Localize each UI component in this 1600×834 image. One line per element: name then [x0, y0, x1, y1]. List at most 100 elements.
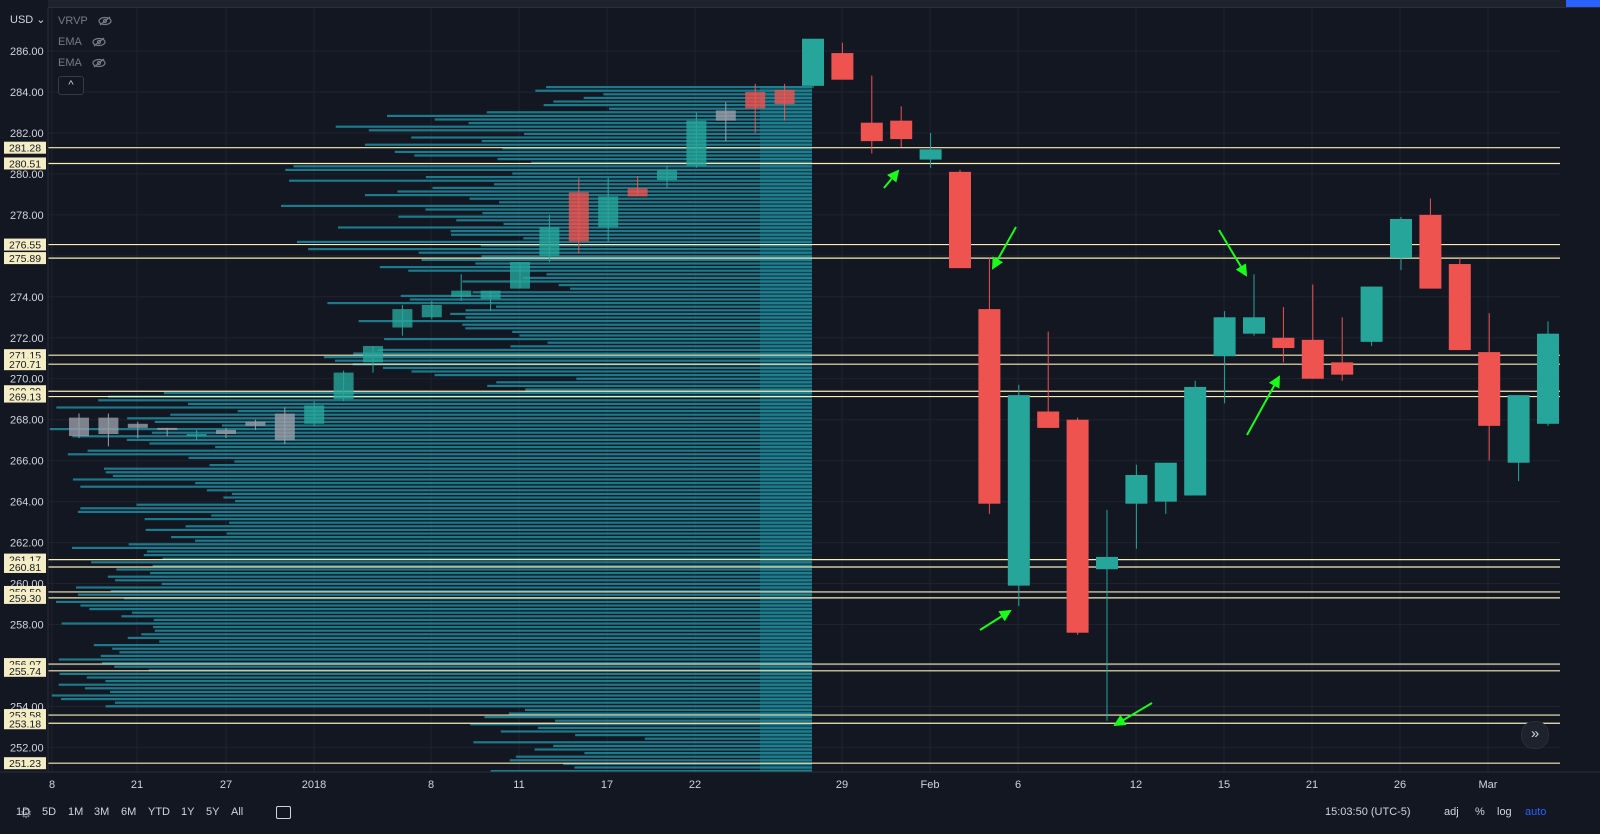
profile-bar [102, 662, 813, 665]
candle-body [245, 421, 266, 426]
candle-body [831, 53, 854, 80]
profile-bar [576, 377, 812, 380]
price-axis: 286.00284.00282.00280.00278.00276.00274.… [0, 0, 49, 800]
profile-bar [107, 575, 812, 578]
profile-bar [128, 543, 813, 546]
range-button-all[interactable]: All [231, 806, 244, 818]
log-toggle[interactable]: log [1497, 806, 1512, 818]
calendar-icon[interactable] [276, 806, 291, 819]
profile-bar [364, 143, 812, 146]
candle-body [1125, 475, 1148, 504]
profile-bar [535, 89, 812, 92]
profile-bar [335, 125, 812, 128]
y-tick-label: 258.00 [10, 620, 44, 632]
scroll-to-realtime-button[interactable]: » [1521, 721, 1549, 749]
price-chart[interactable]: 286.00284.00282.00280.00278.00276.00274.… [0, 0, 1600, 800]
candle-body [539, 227, 560, 256]
profile-bar [450, 233, 812, 236]
profile-bar [382, 366, 812, 369]
profile-bar [195, 539, 813, 542]
indicator-ema-1[interactable]: EMA [58, 36, 106, 48]
eye-hidden-icon[interactable] [92, 37, 106, 47]
range-button-1d[interactable]: 1D [16, 806, 31, 818]
level-lines [48, 147, 1560, 764]
profile-bar [89, 608, 813, 611]
profile-bar [525, 388, 812, 391]
x-tick-label: 17 [601, 779, 613, 791]
profile-bar [553, 100, 812, 103]
profile-bar [470, 723, 812, 726]
percent-toggle[interactable]: % [1475, 806, 1485, 818]
currency-select[interactable]: USD ⌄ [10, 14, 46, 26]
x-tick-label: 29 [836, 779, 848, 791]
x-tick-label: 15 [1218, 779, 1230, 791]
profile-bar [490, 770, 812, 773]
profile-bar [145, 528, 813, 531]
profile-bar [58, 658, 812, 661]
range-button-5y[interactable]: 5Y [206, 806, 220, 818]
x-tick-label: 2018 [302, 779, 326, 791]
profile-bar [110, 590, 812, 593]
profile-bar [469, 197, 812, 200]
annotation-arrow [1218, 229, 1248, 277]
x-tick-label: 11 [513, 779, 524, 791]
profile-bar [126, 438, 813, 441]
y-tick-label: 264.00 [10, 497, 44, 509]
faded-candles [69, 83, 795, 447]
time-axis: 8 21 27 2018 8 11 17 22 29 Feb 6 12 15 21 26 Mar [0, 771, 1600, 791]
candle-body [1390, 218, 1412, 258]
candle [831, 42, 854, 80]
clock-readout[interactable]: 15:03:50 (UTC-5) [1325, 806, 1411, 818]
candle [919, 132, 942, 168]
candle [69, 413, 89, 439]
candle [1360, 286, 1383, 346]
adj-toggle[interactable]: adj [1444, 806, 1459, 818]
level-label-bg [4, 390, 46, 403]
y-tick-label: 262.00 [10, 538, 44, 550]
profile-bar [497, 158, 812, 161]
profile-bar [72, 435, 812, 438]
profile-bar [546, 273, 812, 276]
eye-hidden-icon[interactable] [98, 16, 112, 26]
level-label-bg [4, 560, 46, 573]
profile-bar [450, 312, 812, 315]
profile-bar [515, 755, 812, 758]
profile-bar [486, 111, 812, 114]
profile-bar [91, 561, 812, 564]
profile-bar [105, 471, 813, 474]
profile-bar [510, 345, 812, 348]
candle-body [568, 192, 589, 242]
range-button-1y[interactable]: 1Y [181, 806, 195, 818]
x-tick-label: 8 [49, 779, 55, 791]
y-tick-label: 286.00 [10, 46, 44, 58]
profile-bar [608, 107, 812, 110]
profile-bar [80, 485, 813, 488]
indicator-label: EMA [58, 36, 82, 48]
range-button-ytd[interactable]: YTD [148, 806, 170, 818]
x-tick-label: 6 [1015, 779, 1021, 791]
profile-bar [537, 726, 812, 729]
gear-icon[interactable]: ⚙ [19, 805, 33, 821]
candle-body [1419, 214, 1442, 289]
profile-bar [163, 392, 813, 395]
profile-bar [384, 338, 812, 341]
profile-bar [162, 557, 812, 560]
candle [98, 413, 119, 447]
auto-toggle[interactable]: auto [1525, 806, 1547, 818]
collapse-indicators-button[interactable]: ^ [58, 76, 84, 95]
profile-bar [77, 510, 812, 513]
range-button-5d[interactable]: 5D [42, 806, 57, 818]
candle-body [774, 89, 795, 105]
indicator-ema-2[interactable]: EMA [58, 57, 106, 69]
candle-body [1272, 337, 1295, 349]
profile-bar [531, 161, 812, 164]
range-button-3m[interactable]: 3M [94, 806, 110, 818]
range-button-6m[interactable]: 6M [121, 806, 137, 818]
indicator-vrvp[interactable]: VRVP [58, 15, 112, 27]
range-button-1m[interactable]: 1M [68, 806, 84, 818]
profile-bar [502, 147, 812, 150]
x-tick-label: 12 [1130, 779, 1142, 791]
currency-label[interactable]: USD [10, 14, 34, 26]
eye-hidden-icon[interactable] [92, 58, 106, 68]
profile-bar [482, 212, 812, 215]
